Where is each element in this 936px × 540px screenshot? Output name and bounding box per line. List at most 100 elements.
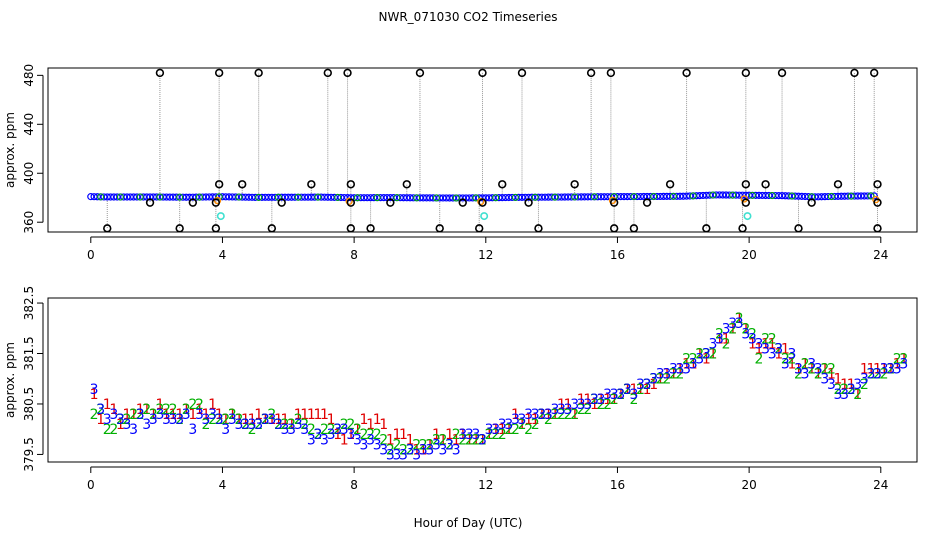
spike-point (586, 68, 596, 78)
tank-1-point: 1 (577, 392, 586, 408)
tank-1-point: 1 (768, 336, 777, 352)
tank-3-point: 3 (366, 432, 375, 448)
tank-3-point: 3 (320, 432, 329, 448)
tank-2-point: 2 (327, 422, 336, 438)
spike-point (741, 68, 751, 78)
tank-3-point: 3 (623, 382, 632, 398)
tank-3-point: 3 (406, 442, 415, 458)
tank-3-point: 3 (307, 432, 316, 448)
x-tick-label: 16 (610, 248, 625, 262)
spike-point (682, 68, 691, 78)
y-tick-label: 380.5 (22, 387, 36, 421)
tank-1-point: 1 (215, 407, 224, 423)
tank-2-point: 2 (741, 321, 750, 337)
spike-point (343, 68, 352, 78)
tank-3-point: 3 (537, 407, 546, 423)
tank-3-point: 3 (248, 417, 257, 433)
x-tick-label: 0 (87, 248, 95, 262)
tank-3-point: 3 (662, 367, 671, 383)
tank-1-point: 1 (274, 412, 283, 428)
tank-3-point: 3 (511, 412, 520, 428)
tank-3-point: 3 (498, 417, 507, 433)
baseline-alt-point (373, 194, 381, 202)
tank-2-point: 2 (320, 422, 329, 438)
tank-3-point: 3 (491, 422, 500, 438)
tank-1-point: 1 (649, 377, 658, 393)
tank-2-point: 2 (281, 417, 290, 433)
x-tick-label: 20 (741, 248, 756, 262)
tank-1-point: 1 (281, 412, 290, 428)
tank-2-point: 2 (550, 407, 559, 423)
tank-1-point: 1 (149, 407, 158, 423)
tank-3-point: 3 (228, 412, 237, 428)
tank-2-point: 2 (103, 422, 112, 438)
baseline-alt-point (195, 193, 203, 201)
tank-2-point: 2 (755, 352, 764, 368)
spike-point (629, 224, 639, 233)
x-tick-label: 12 (478, 248, 493, 262)
tank-1-point: 1 (531, 412, 540, 428)
tank-1-point: 1 (406, 432, 415, 448)
tank-2-point: 2 (353, 422, 362, 438)
tank-3-point: 3 (761, 341, 770, 357)
tank-2-point: 2 (557, 407, 566, 423)
tank-1-point: 1 (254, 407, 263, 423)
top-data-marks (87, 68, 882, 233)
tank-1-point: 1 (886, 362, 895, 378)
baseline-alt-point (590, 193, 598, 201)
top-x-axis: 0 4 8 12 16 20 24 (87, 236, 888, 262)
tank-3-point: 3 (412, 447, 421, 463)
y-tick-label: 379.5 (22, 437, 36, 471)
spike-point (741, 180, 751, 189)
tank-3-point: 3 (155, 407, 164, 423)
tank-2-point: 2 (498, 427, 507, 443)
tank-1-point: 1 (781, 341, 790, 357)
tank-1-point: 1 (162, 407, 171, 423)
tank-1-point: 1 (748, 336, 757, 352)
tank-1-point: 1 (129, 407, 138, 423)
tank-2-point: 2 (662, 372, 671, 388)
tank-1-point: 1 (169, 407, 178, 423)
tank-3-point: 3 (853, 377, 862, 393)
tank-3-point: 3 (735, 316, 744, 332)
tank-2-point: 2 (511, 422, 520, 438)
tank-3-point: 3 (485, 422, 494, 438)
baseline-alt-point (176, 193, 184, 201)
baseline-orange-point (213, 196, 222, 205)
tank-3-point: 3 (794, 362, 803, 378)
top-plot-frame (47, 67, 918, 233)
tank-3-point: 3 (643, 377, 652, 393)
tank-1-point: 1 (511, 407, 520, 423)
tank-1-point: 1 (188, 407, 197, 423)
tank-2-point: 2 (570, 407, 579, 423)
tank-2-point: 2 (333, 422, 342, 438)
tank-2-point: 2 (116, 412, 125, 428)
tank-1-point: 1 (123, 407, 132, 423)
spike-point (175, 224, 184, 233)
tank-2-point: 2 (768, 331, 777, 347)
tank-1-point: 1 (728, 321, 737, 337)
tank-3-point: 3 (287, 422, 296, 438)
tank-1-point: 1 (412, 442, 421, 458)
tank-1-point: 1 (333, 427, 342, 443)
spike-point (188, 198, 198, 207)
tank-2-point: 2 (695, 347, 704, 363)
tank-2-point: 2 (827, 362, 836, 378)
tank-1-point: 1 (834, 372, 843, 388)
baseline-alt-point (255, 193, 263, 201)
tank-3-point: 3 (583, 397, 592, 413)
tank-3-point: 3 (597, 392, 606, 408)
tank-1-point: 1 (774, 347, 783, 363)
tank-1-point: 1 (498, 422, 507, 438)
spike-point (833, 180, 843, 189)
tank-2-point: 2 (274, 417, 283, 433)
tank-1-point: 1 (346, 427, 355, 443)
tank-1-point: 1 (623, 382, 632, 398)
tank-2-point: 2 (175, 412, 184, 428)
tank-3-point: 3 (570, 397, 579, 413)
tank-1-point: 1 (360, 412, 369, 428)
spike-point (873, 224, 882, 233)
tank-3-point: 3 (142, 417, 151, 433)
tank-3-point: 3 (90, 382, 99, 398)
tank-2-point: 2 (346, 417, 355, 433)
